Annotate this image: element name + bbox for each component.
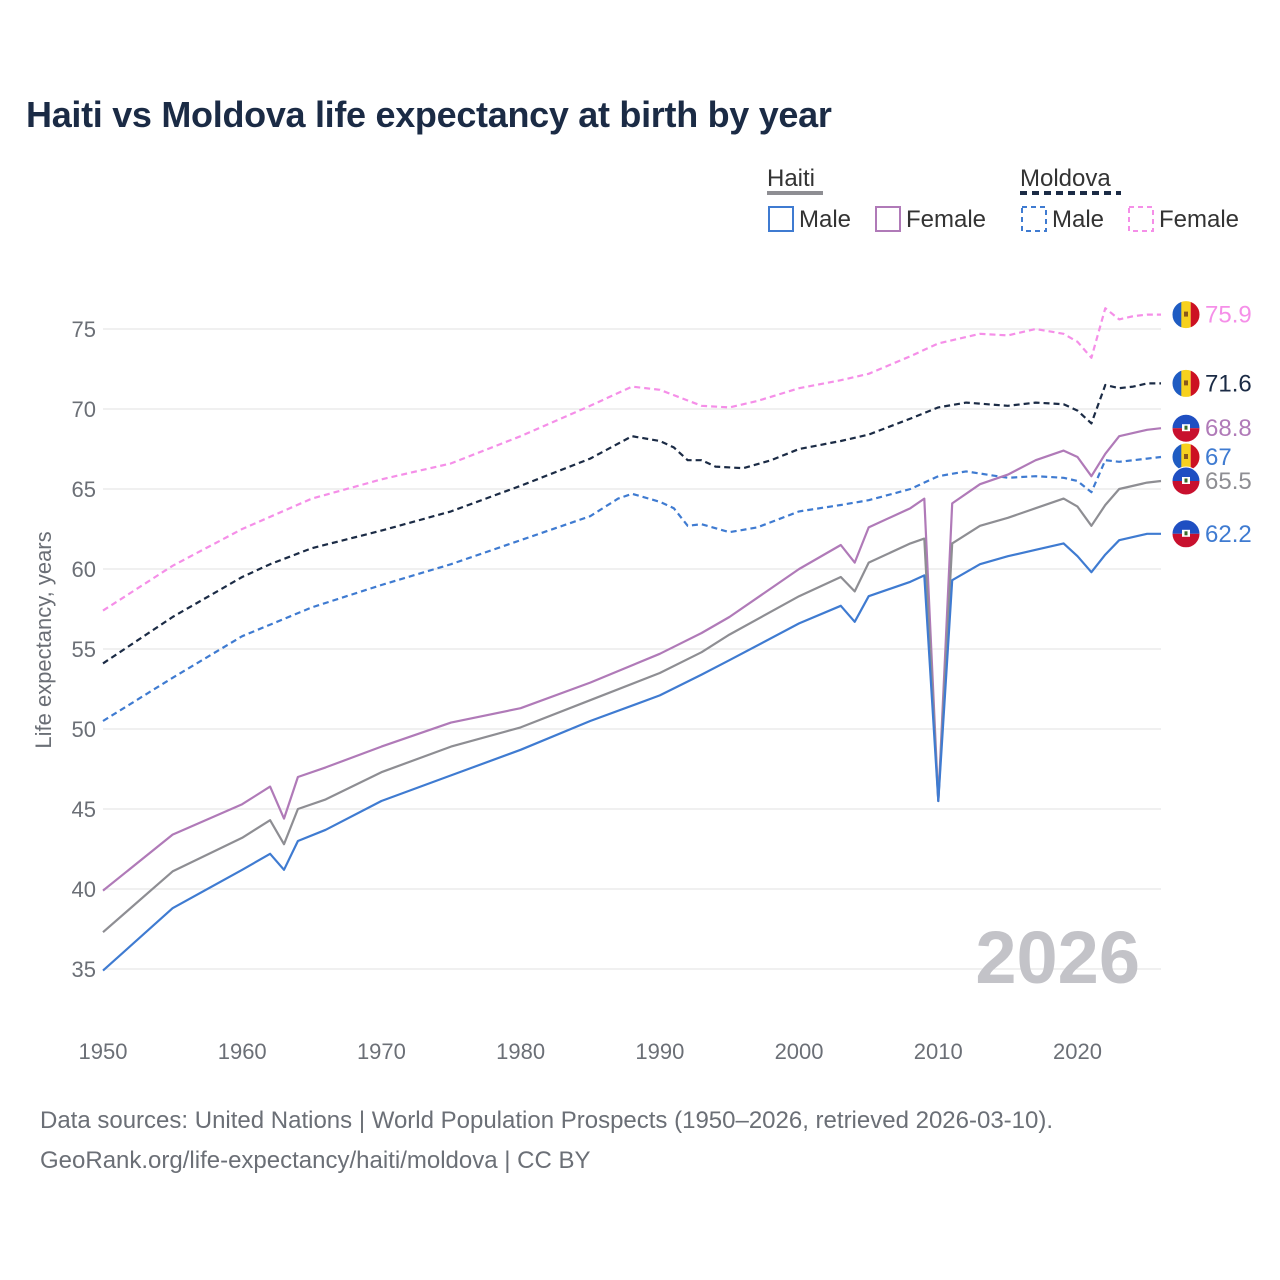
legend-moldova-female-label: Female	[1159, 206, 1239, 233]
series-lines	[102, 307, 1162, 972]
x-tick-label: 2020	[1053, 1039, 1102, 1064]
legend-haiti-female-swatch	[875, 206, 901, 232]
legend-haiti-female-label: Female	[906, 206, 986, 233]
legend-country-haiti: Haiti	[767, 165, 815, 192]
series-line-moldova-female	[102, 307, 1161, 612]
end-label-haiti-female: 68.8	[1205, 415, 1252, 442]
legend-country-moldova: Moldova	[1020, 165, 1111, 192]
end-marker-haiti-female	[1171, 413, 1201, 443]
data-source-note: Data sources: United Nations | World Pop…	[40, 1107, 1054, 1134]
end-label-moldova-female: 75.9	[1205, 302, 1252, 329]
series-line-haiti-female	[102, 427, 1162, 892]
y-tick-label: 65	[72, 477, 96, 502]
y-tick-label: 60	[72, 557, 96, 582]
y-tick-label: 40	[72, 877, 96, 902]
legend-moldova-female-swatch	[1128, 206, 1154, 232]
y-axis-ticks: 35 40 45 50 55 60 65 70 75	[72, 317, 96, 982]
end-label-moldova-male: 67	[1205, 444, 1232, 471]
haiti-flag-icon	[1172, 519, 1200, 548]
y-axis-label: Life expectancy, years	[31, 531, 56, 748]
y-tick-label: 45	[72, 797, 96, 822]
x-tick-label: 2000	[775, 1039, 824, 1064]
series-line-moldova-total	[102, 382, 1161, 665]
series-line-haiti-total	[102, 479, 1162, 934]
haiti-flag-icon	[1172, 414, 1200, 443]
current-year-watermark: 2026	[975, 916, 1140, 999]
y-tick-label: 70	[72, 397, 96, 422]
series-line-haiti-male	[102, 532, 1161, 972]
moldova-flag-icon	[1172, 369, 1200, 398]
x-tick-label: 2010	[914, 1039, 963, 1064]
end-label-haiti-male: 62.2	[1205, 521, 1252, 548]
end-marker-haiti-male	[1171, 519, 1201, 549]
haiti-flag-icon	[1172, 467, 1200, 495]
chart-title: Haiti vs Moldova life expectancy at birt…	[26, 94, 832, 135]
legend-moldova-male-label: Male	[1052, 206, 1104, 233]
end-marker-haiti-total	[1171, 466, 1201, 496]
end-marker-moldova-female	[1171, 300, 1201, 330]
x-axis-ticks: 1950 1960 1970 1980 1990 2000 2010 2020	[79, 1039, 1102, 1064]
y-tick-label: 35	[72, 957, 96, 982]
x-tick-label: 1970	[357, 1039, 406, 1064]
gridlines	[103, 328, 1161, 970]
end-label-haiti-total: 65.5	[1205, 468, 1252, 495]
moldova-flag-icon	[1172, 300, 1200, 329]
moldova-flag-icon	[1172, 443, 1200, 471]
series-line-moldova-male	[102, 455, 1162, 722]
legend: Haiti Moldova Male Female Male Female	[767, 165, 1239, 233]
x-tick-label: 1980	[496, 1039, 545, 1064]
legend-haiti-male-swatch	[768, 206, 794, 232]
end-marker-moldova-total	[1171, 368, 1201, 398]
x-tick-label: 1950	[79, 1039, 128, 1064]
y-tick-label: 75	[72, 317, 96, 342]
end-label-moldova-total: 71.6	[1205, 370, 1252, 397]
y-tick-label: 50	[72, 717, 96, 742]
x-tick-label: 1960	[218, 1039, 267, 1064]
y-tick-label: 55	[72, 637, 96, 662]
x-tick-label: 1990	[635, 1039, 684, 1064]
legend-moldova-male-swatch	[1021, 206, 1047, 232]
legend-haiti-male-label: Male	[799, 206, 851, 233]
credit-link[interactable]: GeoRank.org/life-expectancy/haiti/moldov…	[40, 1147, 591, 1174]
